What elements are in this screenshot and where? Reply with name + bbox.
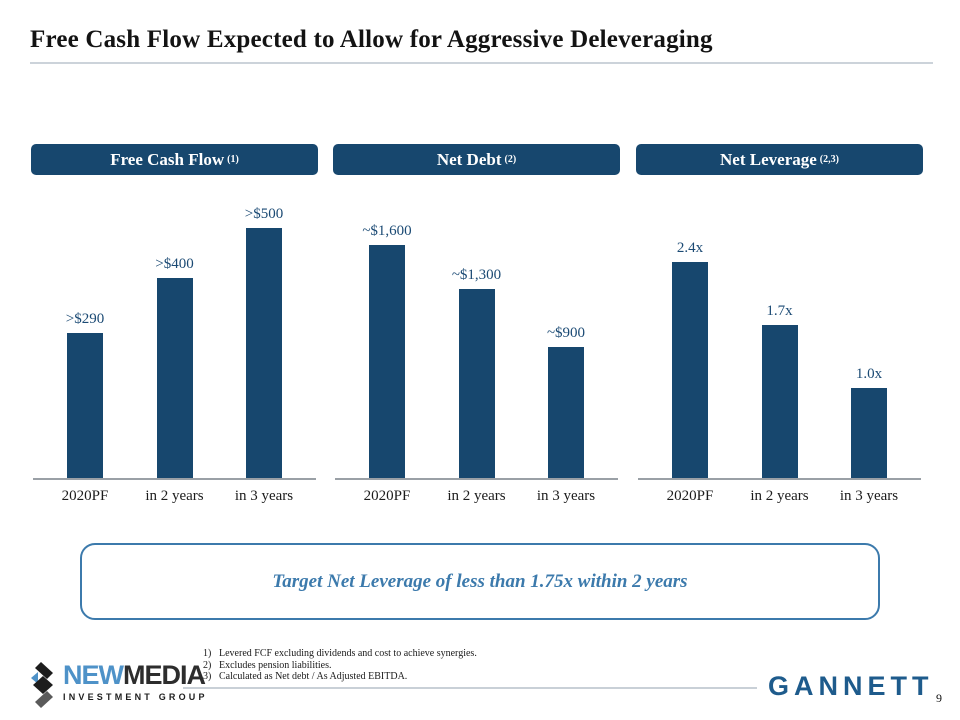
bar-value-label: ~$1,300 <box>451 267 502 283</box>
footnote-3: 3) Calculated as Net debt / As Adjusted … <box>203 671 477 683</box>
bar <box>246 228 282 478</box>
bar <box>67 333 103 478</box>
category-label: in 2 years <box>145 488 204 504</box>
plot-area: >$290 >$400 >$500 <box>31 185 318 478</box>
footnote-number: 2) <box>203 659 212 671</box>
category-label: 2020PF <box>61 488 109 504</box>
category-label: in 2 years <box>750 488 809 504</box>
category-label: in 3 years <box>234 488 294 504</box>
bar-slot: >$290 <box>45 311 125 478</box>
plot-area: 2.4x 1.7x 1.0x <box>636 185 923 478</box>
free-cash-flow-chart: >$290 >$400 >$500 2020PF in 2 years in 3 yea… <box>31 185 318 505</box>
plot-area: ~$1,600 ~$1,300 ~$900 <box>333 185 620 478</box>
bar-slot: 2.4x <box>650 240 730 478</box>
footnote-text: Levered FCF excluding dividends and cost… <box>219 648 477 659</box>
target-callout-box: Target Net Leverage of less than 1.75x w… <box>80 543 880 620</box>
newmedia-diamond-icon <box>31 662 53 708</box>
footnote-text: Excludes pension liabilities. <box>219 659 332 671</box>
footnote-2: 2) Excludes pension liabilities. <box>203 660 477 672</box>
category-label: 2020PF <box>666 488 714 504</box>
bar-slot: ~$900 <box>526 325 606 478</box>
x-axis-line <box>638 478 921 480</box>
x-axis-line <box>33 478 316 480</box>
bar <box>458 289 495 478</box>
bar <box>156 278 193 478</box>
chart-header-label: Free Cash Flow <box>110 149 225 169</box>
footnote-number: 3) <box>203 671 212 682</box>
net-leverage-chart: 2.4x 1.7x 1.0x 2020PF in 2 years in 3 years <box>636 185 923 505</box>
bar <box>672 262 708 478</box>
target-callout-text: Target Net Leverage of less than 1.75x w… <box>272 570 688 592</box>
chart-header-label: Net Debt <box>436 149 502 169</box>
page-title: Free Cash Flow Expected to Allow for Agg… <box>30 26 713 53</box>
x-axis-line <box>335 478 618 480</box>
newmedia-name-media: MEDIA <box>123 660 206 690</box>
footnote-text: Calculated as Net debt / As Adjusted EBI… <box>219 671 408 682</box>
bar-slot: >$500 <box>224 206 304 478</box>
footnote-1: 1) Levered FCF excluding dividends and c… <box>203 648 477 660</box>
bar-value-label: >$400 <box>155 256 194 272</box>
category-label: in 3 years <box>839 488 899 504</box>
gannett-logo: GANNETT <box>768 671 934 701</box>
chart-header-footnote-ref: (2) <box>504 154 517 165</box>
bar-slot: ~$1,600 <box>347 223 427 478</box>
newmedia-logo: NEWMEDIA INVESTMENT GROUP <box>28 661 208 709</box>
footnotes: 1) Levered FCF excluding dividends and c… <box>203 648 477 683</box>
category-label: 2020PF <box>363 488 411 504</box>
bar-value-label: >$290 <box>65 311 105 327</box>
newmedia-name: NEWMEDIA <box>63 661 208 689</box>
title-divider <box>30 62 933 64</box>
bar-value-label: ~$1,600 <box>362 223 412 239</box>
chart-header-free-cash-flow: Free Cash Flow (1) <box>31 144 318 175</box>
bar-value-label: 1.0x <box>855 366 883 382</box>
category-label: in 2 years <box>447 488 506 504</box>
chart-header-footnote-ref: (2,3) <box>819 154 839 165</box>
bar-slot: 1.7x <box>740 303 820 478</box>
bar-slot: ~$1,300 <box>437 267 517 478</box>
chart-header-net-leverage: Net Leverage (2,3) <box>636 144 923 175</box>
bar <box>369 245 405 478</box>
bar-value-label: 1.7x <box>766 303 793 319</box>
bar-slot: >$400 <box>135 256 215 478</box>
category-axis: 2020PF in 2 years in 3 years <box>636 488 923 505</box>
bar-value-label: >$500 <box>244 206 284 222</box>
net-debt-chart: ~$1,600 ~$1,300 ~$900 2020PF in 2 years in 3… <box>333 185 620 505</box>
bar-value-label: ~$900 <box>546 325 586 341</box>
bar <box>761 325 798 478</box>
bar-value-label: 2.4x <box>676 240 704 256</box>
category-axis: 2020PF in 2 years in 3 years <box>31 488 318 505</box>
newmedia-name-new: NEW <box>63 660 124 690</box>
bar <box>548 347 584 478</box>
newmedia-subtitle: INVESTMENT GROUP <box>63 692 208 702</box>
footnote-number: 1) <box>203 648 212 659</box>
category-axis: 2020PF in 2 years in 3 years <box>333 488 620 505</box>
page-number: 9 <box>936 691 942 705</box>
chart-header-net-debt: Net Debt (2) <box>333 144 620 175</box>
footer-divider <box>183 687 757 689</box>
chart-header-footnote-ref: (1) <box>227 154 239 165</box>
chart-header-label: Net Leverage <box>720 149 817 169</box>
bar-slot: 1.0x <box>829 366 909 478</box>
category-label: in 3 years <box>536 488 596 504</box>
newmedia-wordmark: NEWMEDIA INVESTMENT GROUP <box>63 661 208 702</box>
bar <box>851 388 887 478</box>
